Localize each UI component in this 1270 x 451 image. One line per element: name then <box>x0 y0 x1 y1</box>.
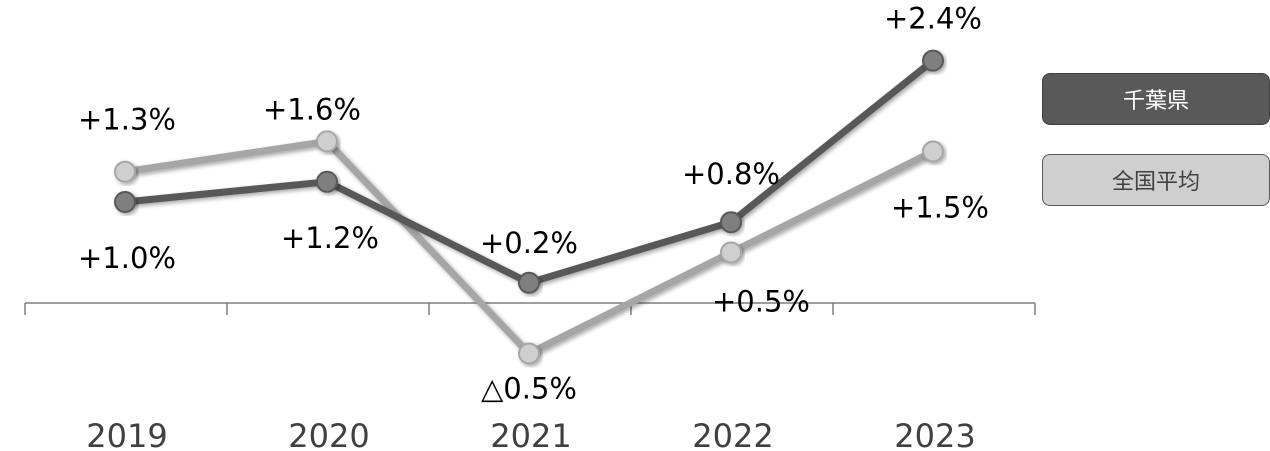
data-label-chiba-2019: +1.0% <box>78 241 176 275</box>
legend-label-national-average: 全国平均 <box>1111 170 1200 195</box>
data-point-2023 <box>922 49 944 72</box>
data-label-national-2020: +1.6% <box>263 92 361 126</box>
data-label-national-2022: +0.5% <box>712 285 810 319</box>
x-axis: 2019 2020 2021 2022 2023 <box>24 302 1036 451</box>
x-tick-label-2023: 2023 <box>894 417 975 451</box>
data-label-national-2021: △0.5% <box>481 372 577 406</box>
data-point-2020 <box>316 130 338 153</box>
legend-item-chiba: 千葉県 <box>1042 73 1270 125</box>
x-tick-label-2022: 2022 <box>692 417 773 451</box>
x-tick-label-2021: 2021 <box>490 417 571 451</box>
data-label-chiba-2023: +2.4% <box>884 2 982 36</box>
data-label-chiba-2021: +0.2% <box>480 226 578 260</box>
x-tick-label-2019: 2019 <box>86 417 167 451</box>
data-labels: +1.0% +1.2% +0.2% +0.8% +2.4% +1.3% +1.6% △0.5%… <box>78 2 989 406</box>
series-chiba <box>114 49 944 294</box>
data-label-national-2023: +1.5% <box>891 191 989 225</box>
series-national-average <box>114 130 944 365</box>
data-point-2020 <box>316 170 338 193</box>
data-point-2019 <box>114 160 136 183</box>
legend-label-chiba: 千葉県 <box>1122 89 1189 114</box>
data-label-chiba-2022: +0.8% <box>682 157 780 191</box>
data-point-2023 <box>922 140 944 163</box>
data-point-2022 <box>720 241 742 264</box>
data-point-2019 <box>114 191 136 213</box>
data-label-national-2019: +1.3% <box>78 103 176 137</box>
data-label-chiba-2020: +1.2% <box>281 221 379 255</box>
data-point-2021 <box>518 271 540 294</box>
x-tick-label-2020: 2020 <box>288 417 369 451</box>
legend-item-national-average: 全国平均 <box>1042 154 1270 206</box>
data-point-2022 <box>720 211 742 234</box>
data-point-2021 <box>518 342 540 365</box>
series-layer <box>114 49 944 365</box>
